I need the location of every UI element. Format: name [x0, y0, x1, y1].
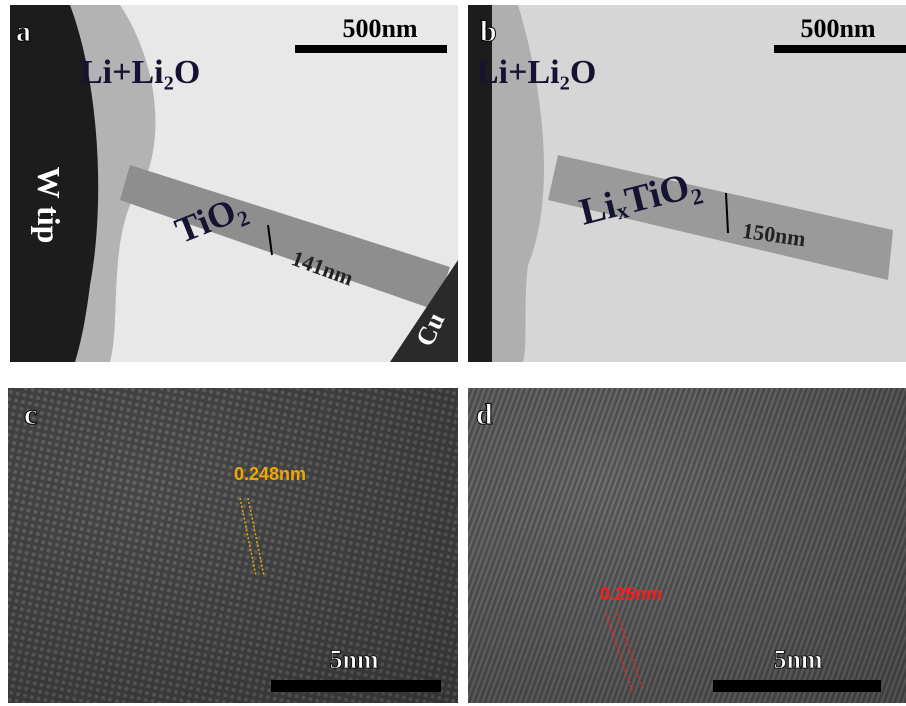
scale-bar-label: 500nm — [342, 14, 417, 43]
panel-b: b 500nm Li+Li₂O LiₓTiO₂ 150nm — [468, 5, 906, 362]
panel-c: c 0.248nm 5nm — [8, 388, 458, 703]
panel-label: b — [480, 15, 497, 48]
scale-bar — [271, 680, 441, 692]
annotation: 0.25nm — [600, 584, 662, 604]
scale-bar — [713, 680, 881, 692]
panel-label: a — [16, 15, 31, 48]
panel-a: a 500nm Li+Li₂O W tip TiO₂ 141nm Cu — [10, 5, 458, 362]
figure: a 500nm Li+Li₂O W tip TiO₂ 141nm Cu b 50… — [0, 0, 906, 706]
panel-shade — [8, 388, 458, 703]
scale-bar-label: 500nm — [800, 14, 875, 43]
panel-label: d — [476, 398, 493, 431]
panel-shade — [468, 388, 906, 703]
scale-bar — [295, 45, 447, 53]
scale-bar-label: 5nm — [773, 645, 822, 674]
annotation: 0.248nm — [234, 464, 306, 484]
panel-label: c — [24, 398, 37, 431]
annotation: Li+Li₂O — [476, 54, 596, 91]
annotation: W tip — [31, 167, 67, 244]
annotation: Li+Li₂O — [80, 54, 200, 91]
scale-bar-label: 5nm — [329, 645, 378, 674]
scale-bar — [774, 45, 906, 53]
panel-d: d 0.25nm 5nm — [468, 388, 906, 703]
